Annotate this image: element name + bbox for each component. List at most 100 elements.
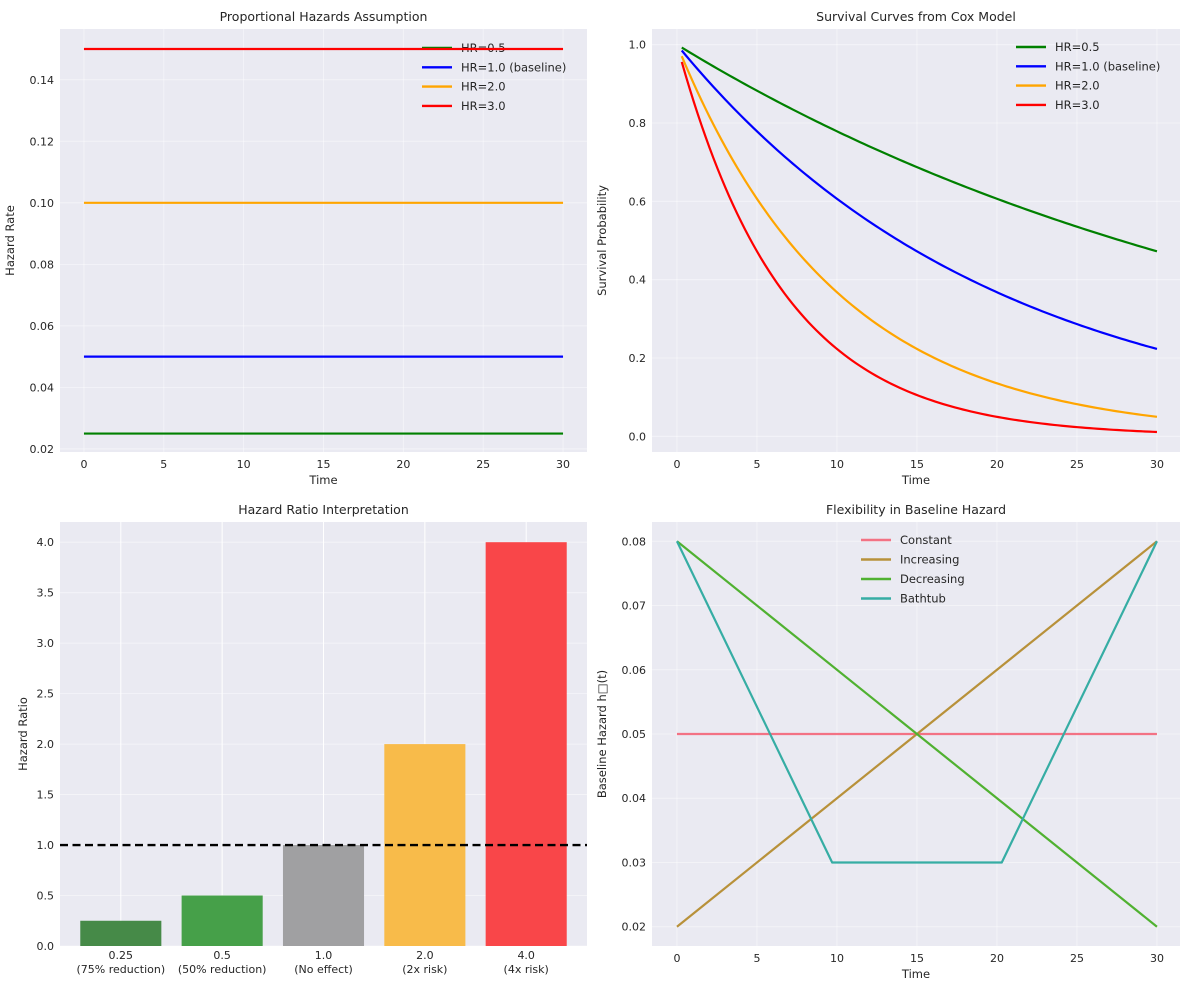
x-tick-label: 10: [237, 458, 251, 471]
y-axis-label: Baseline Hazard h□(t): [595, 670, 609, 798]
y-axis-label: Hazard Rate: [3, 205, 17, 276]
x-tick-label: 0: [673, 458, 680, 471]
panel-hazard-ratio-bars: 0.0 0.5 1.0 1.5 2.0 2.5 3.0 3.5 4.0 0.25(75% redu…: [16, 502, 587, 976]
legend-label: HR=0.5: [1055, 40, 1100, 54]
legend: HR=0.5 HR=1.0 (baseline) HR=2.0 HR=3.0: [1016, 40, 1160, 112]
x-tick-label: 15: [910, 458, 924, 471]
y-tick-label: 0.8: [629, 117, 647, 130]
y-tick-label: 0.14: [30, 74, 55, 87]
bar: [80, 920, 162, 946]
x-tick-label: 10: [830, 458, 844, 471]
x-tick-label-desc: (2x risk): [402, 963, 447, 976]
x-tick-label: 25: [1070, 952, 1084, 965]
y-tick-label: 3.0: [37, 637, 55, 650]
chart-title: Hazard Ratio Interpretation: [238, 502, 409, 517]
y-tick-label: 0.05: [622, 728, 647, 741]
legend-label: Decreasing: [900, 572, 965, 586]
bar: [282, 845, 365, 946]
x-tick-label: 15: [317, 458, 331, 471]
x-tick-label: 25: [476, 458, 490, 471]
x-tick-label-value: 2.0: [416, 949, 434, 962]
y-tick-label: 0.12: [30, 135, 55, 148]
legend-label: Constant: [900, 533, 952, 547]
y-tick-label: 0.4: [629, 274, 647, 287]
x-tick-label: 30: [1150, 458, 1164, 471]
y-tick-label: 0.5: [37, 890, 55, 903]
bar: [181, 895, 263, 946]
y-tick-label: 0.0: [37, 940, 55, 953]
x-tick-label: 20: [990, 952, 1004, 965]
y-tick-label: 0.02: [622, 921, 647, 934]
x-tick-label-value: 0.5: [213, 949, 231, 962]
y-tick-label: 0.6: [629, 195, 647, 208]
legend-label: HR=2.0: [1055, 79, 1100, 93]
x-tick-label-desc: (75% reduction): [76, 963, 165, 976]
chart-title: Proportional Hazards Assumption: [220, 9, 428, 24]
x-tick-label: 0: [80, 458, 87, 471]
y-tick-label: 0.06: [30, 320, 55, 333]
x-tick-label: 15: [910, 952, 924, 965]
x-axis-label: Time: [308, 473, 337, 487]
x-tick-label-value: 0.25: [109, 949, 134, 962]
legend-label: HR=2.0: [461, 80, 506, 94]
x-tick-label-desc: (50% reduction): [178, 963, 267, 976]
chart-title: Survival Curves from Cox Model: [816, 9, 1016, 24]
series-line-hr-2-0: [680, 55, 1158, 418]
panel-survival-curves: HR=0.5 HR=1.0 (baseline) HR=2.0 HR=3.0 0 5 10…: [595, 9, 1180, 487]
legend-label: HR=1.0 (baseline): [1055, 59, 1160, 73]
x-tick-label: 10: [830, 952, 844, 965]
x-tick-label-desc: (No effect): [294, 963, 353, 976]
y-tick-label: 1.0: [37, 839, 55, 852]
y-axis-label: Survival Probability: [595, 185, 609, 296]
y-tick-label: 3.5: [37, 587, 55, 600]
chart-title: Flexibility in Baseline Hazard: [826, 502, 1006, 517]
legend: Constant Increasing Decreasing Bathtub: [861, 533, 965, 606]
panel-baseline-hazard: Constant Increasing Decreasing Bathtub 0 5 10…: [595, 502, 1180, 981]
y-tick-label: 0.03: [622, 856, 647, 869]
panel-proportional-hazards: HR=0.5HR=1.0 (baseline)HR=2.0HR=3.0 0 5 10…: [3, 9, 587, 487]
y-tick-label: 2.0: [37, 738, 55, 751]
y-tick-label: 2.5: [37, 688, 55, 701]
y-tick-label: 0.07: [622, 600, 647, 613]
x-tick-label: 25: [1070, 458, 1084, 471]
y-axis-label: Hazard Ratio: [16, 697, 30, 771]
legend-label: Increasing: [900, 553, 959, 567]
x-tick-label: 20: [990, 458, 1004, 471]
series-line-bathtub: [675, 540, 1158, 864]
bar: [485, 542, 567, 946]
y-tick-label: 4.0: [37, 536, 55, 549]
x-axis-label: Time: [901, 473, 930, 487]
y-tick-label: 0.04: [30, 381, 55, 394]
series-line-hr-3-0: [680, 61, 1158, 434]
x-tick-label: 30: [1150, 952, 1164, 965]
series-line-decreasing: [676, 540, 1158, 928]
legend-label: HR=3.0: [1055, 98, 1100, 112]
legend-label: HR=3.0: [461, 99, 506, 113]
x-tick-label-value: 1.0: [315, 949, 333, 962]
y-tick-label: 0.06: [622, 664, 647, 677]
y-tick-label: 0.08: [622, 535, 647, 548]
y-tick-label: 0.08: [30, 258, 55, 271]
x-tick-label: 5: [160, 458, 167, 471]
x-tick-label: 30: [556, 458, 570, 471]
x-tick-label: 5: [753, 952, 760, 965]
y-tick-label: 0.04: [622, 792, 647, 805]
y-tick-label: 0.0: [629, 430, 647, 443]
series-line-hr-1-0-baseline: [680, 49, 1158, 351]
y-tick-label: 1.5: [37, 789, 55, 802]
series-line-hr-0-5: [681, 46, 1158, 253]
x-tick-label: 20: [396, 458, 410, 471]
x-tick-label: 5: [753, 458, 760, 471]
legend-label: HR=1.0 (baseline): [461, 60, 566, 74]
x-axis-label: Time: [901, 967, 930, 981]
x-tick-label-desc: (4x risk): [504, 963, 549, 976]
legend-label: Bathtub: [900, 592, 946, 606]
x-tick-label: 0: [673, 952, 680, 965]
y-tick-label: 1.0: [629, 39, 647, 52]
y-tick-label: 0.10: [30, 197, 55, 210]
plot-area: [652, 29, 1180, 452]
y-tick-label: 0.2: [629, 352, 647, 365]
x-tick-label-value: 4.0: [517, 949, 535, 962]
y-tick-label: 0.02: [30, 443, 55, 456]
